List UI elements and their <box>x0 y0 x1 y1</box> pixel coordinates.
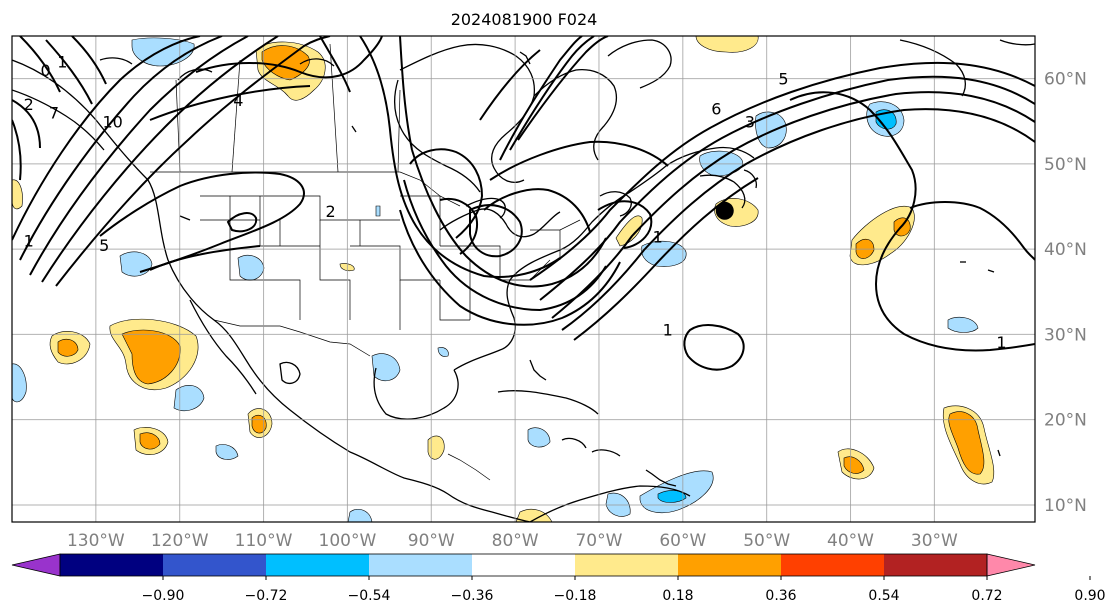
contour-label: 1 <box>653 227 663 246</box>
lon-tick-label: 130°W <box>67 531 125 551</box>
lon-tick-label: 100°W <box>319 531 377 551</box>
colorbar-segment <box>781 554 885 576</box>
negative-anomaly-blob <box>657 490 687 503</box>
colorbar-tick-label: 0.54 <box>868 588 899 604</box>
colorbar-outline <box>59 553 988 577</box>
positive-anomaly-blob <box>515 509 553 522</box>
anomaly-shading <box>12 36 995 522</box>
positive-anomaly-blob <box>251 415 267 434</box>
negative-anomaly-blob <box>947 316 979 333</box>
lon-tick-label: 50°W <box>743 531 790 551</box>
negative-anomaly-blob <box>755 111 787 149</box>
contour-label: 1 <box>24 232 34 251</box>
colorbar-tick-label: −0.54 <box>348 588 391 604</box>
map-frame <box>11 35 1036 523</box>
contour-label: 10 <box>102 112 122 131</box>
lon-tick-label: 90°W <box>408 531 455 551</box>
lon-tick-label: 110°W <box>235 531 293 551</box>
negative-anomaly-blob <box>371 353 401 382</box>
positive-anomaly-blob <box>695 36 759 53</box>
negative-anomaly-blob <box>437 347 449 357</box>
lon-tick-label: 30°W <box>911 531 958 551</box>
negative-anomaly-blob <box>215 444 239 460</box>
negative-anomaly-blob <box>527 427 551 448</box>
colorbar-segment <box>472 554 576 576</box>
negative-anomaly-blob <box>12 363 27 403</box>
colorbar-tick-label: −0.18 <box>554 588 597 604</box>
colorbar-tick-label: 0.72 <box>971 588 1002 604</box>
contour-label: 5 <box>778 70 788 89</box>
positive-anomaly-blob <box>843 456 865 474</box>
positive-anomaly-blob <box>121 329 181 385</box>
colorbar-tick-label: 0.90 <box>1074 588 1105 604</box>
contour-label: 1 <box>57 53 67 72</box>
contour-label: 3 <box>745 112 755 131</box>
lon-tick-label: 70°W <box>575 531 622 551</box>
colorbar-segment <box>575 554 679 576</box>
lat-tick-label: 40°N <box>1044 240 1087 260</box>
negative-anomaly-blob <box>375 205 381 217</box>
storm-center-dot <box>715 201 734 220</box>
colorbar-segment <box>678 554 782 576</box>
contour-label: 5 <box>99 236 109 255</box>
positive-anomaly-blob <box>139 432 161 450</box>
lat-tick-label: 60°N <box>1044 70 1087 90</box>
colorbar-segment <box>60 554 164 576</box>
map-title: 2024081900 F024 <box>451 10 598 29</box>
contour-label: 1 <box>663 320 673 339</box>
colorbar-tick-label: −0.36 <box>451 588 494 604</box>
colorbar-segment <box>884 554 988 576</box>
lat-tick-label: 50°N <box>1044 155 1087 175</box>
colorbar-extend-low <box>11 553 61 577</box>
colorbar-tick-label: −0.72 <box>245 588 288 604</box>
colorbar-segment <box>266 554 370 576</box>
lon-tick-label: 40°W <box>827 531 874 551</box>
graticule <box>12 36 1035 522</box>
positive-anomaly-blob <box>57 338 79 357</box>
colorbar-tick-label: −0.90 <box>142 588 185 604</box>
contour-label: 1 <box>996 333 1006 352</box>
colorbar-segment <box>369 554 473 576</box>
positive-anomaly-blob <box>948 411 985 475</box>
contour-lines <box>12 36 1035 371</box>
contour-label: 6 <box>711 99 721 118</box>
contour-label: 7 <box>49 104 59 123</box>
latitude-axis: 60°N 50°N 40°N 30°N 20°N 10°N <box>1044 70 1087 516</box>
negative-anomaly-blob <box>641 240 687 267</box>
negative-anomaly-blob <box>119 251 153 277</box>
negative-anomaly-blob <box>347 509 373 522</box>
positive-anomaly-blob <box>427 435 445 460</box>
contour-label: 2 <box>326 202 336 221</box>
lat-tick-label: 30°N <box>1044 325 1087 345</box>
colorbar-extend-high <box>986 553 1036 577</box>
lon-tick-label: 120°W <box>151 531 209 551</box>
lon-tick-label: 80°W <box>492 531 539 551</box>
contour-label: 0 <box>40 61 50 80</box>
lon-tick-label: 60°W <box>659 531 706 551</box>
longitude-axis: 130°W 120°W 110°W 100°W 90°W 80°W 70°W 60°W 50°W… <box>67 531 958 551</box>
colorbar: −0.90 −0.72 −0.54 −0.36 −0.18 0.18 0.36 0.54 0.7… <box>11 553 1105 604</box>
contour-label: 2 <box>24 95 34 114</box>
lat-tick-label: 10°N <box>1044 496 1087 516</box>
colorbar-segment <box>163 554 267 576</box>
lat-tick-label: 20°N <box>1044 411 1087 431</box>
colorbar-tick-label: 0.18 <box>662 588 693 604</box>
contour-label: 4 <box>233 91 243 110</box>
colorbar-tick-label: 0.36 <box>765 588 796 604</box>
